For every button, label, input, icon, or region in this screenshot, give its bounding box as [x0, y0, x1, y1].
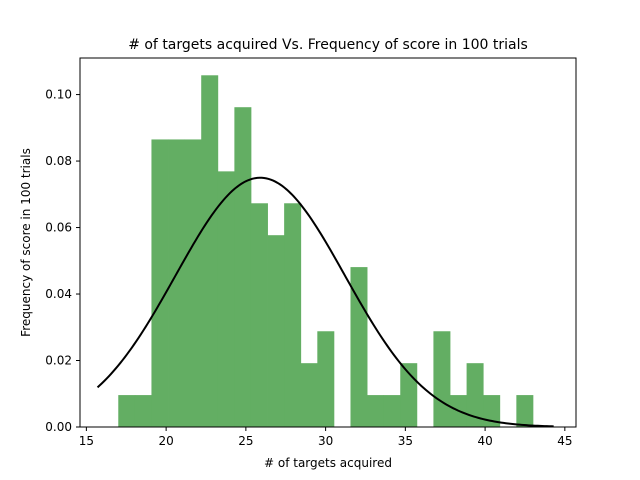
x-tick-label: 40 — [477, 434, 492, 448]
x-axis-label: # of targets acquired — [264, 456, 392, 470]
histogram-bar — [433, 331, 451, 427]
y-tick-label: 0.08 — [45, 154, 72, 168]
plot-area-frame — [79, 57, 577, 428]
histogram-bar — [383, 395, 401, 427]
x-tick-label: 35 — [398, 434, 413, 448]
histogram-bar — [184, 139, 202, 427]
histogram-bar — [300, 363, 318, 427]
histogram-bar — [466, 363, 484, 427]
x-axis-ticks: 15 20 25 30 35 40 45 — [79, 427, 572, 448]
y-tick-label: 0.04 — [45, 287, 72, 301]
x-tick-label: 25 — [238, 434, 253, 448]
histogram-bar — [234, 107, 252, 427]
histogram-bar — [168, 139, 186, 427]
histogram-bar — [367, 395, 385, 427]
histogram-bar — [151, 139, 169, 427]
histogram-bar — [201, 75, 219, 427]
histogram-bar — [217, 171, 235, 427]
x-tick-label: 15 — [79, 434, 94, 448]
normal-fit-curve — [96, 176, 554, 428]
x-tick-label: 20 — [158, 434, 173, 448]
y-tick-label: 0.02 — [45, 354, 72, 368]
chart-title: # of targets acquired Vs. Frequency of s… — [128, 37, 528, 53]
y-axis-ticks: 0.00 0.02 0.04 0.06 0.08 0.10 — [45, 88, 80, 434]
histogram-bar — [516, 395, 534, 427]
x-tick-label: 30 — [318, 434, 333, 448]
histogram-bar — [250, 203, 268, 427]
histogram-bar — [317, 331, 335, 427]
histogram-bar — [134, 395, 152, 427]
histogram-bar — [267, 235, 285, 427]
histogram-bar — [284, 203, 302, 427]
x-tick-label: 45 — [557, 434, 572, 448]
histogram-bars — [118, 75, 534, 427]
y-tick-label: 0.00 — [45, 420, 72, 434]
histogram-bar — [483, 395, 501, 427]
y-tick-label: 0.06 — [45, 221, 72, 235]
y-axis-label: Frequency of score in 100 trials — [19, 148, 33, 337]
y-tick-label: 0.10 — [45, 88, 72, 102]
histogram-bar — [118, 395, 136, 427]
